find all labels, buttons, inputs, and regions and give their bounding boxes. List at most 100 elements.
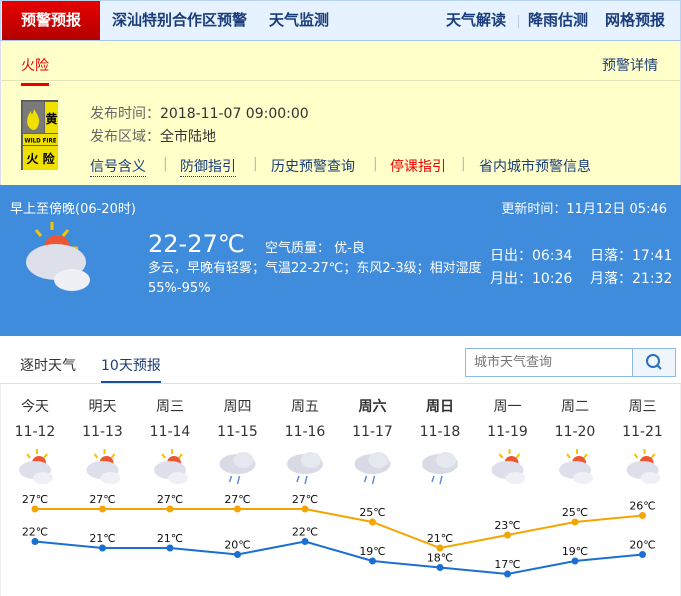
high-temp-point bbox=[369, 518, 376, 526]
weather-description: 多云，早晚有轻雾；气温22-27℃；东风2-3级；相对湿度55%-95% bbox=[148, 261, 482, 296]
moonrise: 月出：10:26 bbox=[490, 271, 573, 287]
low-temp-label: 20℃ bbox=[224, 539, 250, 552]
low-temp-point bbox=[301, 538, 309, 545]
tab-10day[interactable]: 10天预报 bbox=[101, 355, 161, 383]
day-name: 周五 bbox=[291, 399, 319, 415]
rain-cloud-icon bbox=[287, 452, 323, 485]
high-temp-point bbox=[166, 505, 174, 513]
ten-day-forecast: 27℃ 27℃ 27℃ 27℃ 27℃ 25℃ 21℃ 23℃ 25℃ 26℃ 22℃ 21℃ 21℃ 2… bbox=[0, 384, 681, 596]
nav-rain-estimate[interactable]: 降雨估测 bbox=[528, 11, 589, 29]
low-temp-label: 19℃ bbox=[359, 545, 385, 558]
rain-cloud-icon bbox=[219, 452, 256, 485]
high-temp-label: 27℃ bbox=[292, 493, 318, 506]
city-search-input[interactable] bbox=[465, 348, 633, 377]
low-temp-label: 18℃ bbox=[427, 552, 453, 565]
low-temp-point bbox=[99, 544, 106, 552]
nav-warning-forecast[interactable]: 预警预报 bbox=[2, 1, 100, 40]
low-temp-label: 22℃ bbox=[22, 526, 48, 539]
high-temp-label: 26℃ bbox=[629, 500, 655, 513]
high-temp-point bbox=[639, 512, 646, 519]
high-temp-label: 27℃ bbox=[89, 493, 115, 506]
moonset: 月落：21:32 bbox=[590, 271, 673, 287]
high-temp-line bbox=[35, 508, 643, 550]
day-date: 11-13 bbox=[82, 424, 123, 440]
svg-text:WILD FIRE: WILD FIRE bbox=[25, 138, 57, 145]
high-temp-point bbox=[504, 531, 511, 539]
nav-weather-interpret[interactable]: 天气解读 bbox=[446, 11, 507, 29]
high-temp-label: 27℃ bbox=[22, 493, 48, 506]
partly-cloudy-icon bbox=[154, 449, 188, 484]
partly-cloudy-icon bbox=[559, 449, 593, 484]
divider: | bbox=[373, 156, 378, 172]
partly-cloudy-icon bbox=[26, 222, 90, 291]
forecast-tabs: 逐时天气 10天预报 bbox=[0, 336, 681, 384]
search-icon bbox=[646, 354, 662, 370]
high-temp-point bbox=[301, 505, 309, 513]
temperature-chart: 27℃ 27℃ 27℃ 27℃ 27℃ 25℃ 21℃ 23℃ 25℃ 26℃ 22℃ 21℃ 21℃ 2… bbox=[19, 449, 661, 578]
low-temp-label: 22℃ bbox=[292, 526, 318, 539]
day-date: 11-16 bbox=[284, 424, 326, 440]
warning-panel: 火险 预警详情 bbox=[0, 41, 681, 185]
day-date: 11-19 bbox=[487, 424, 528, 440]
nav-grid-forecast[interactable]: 网格预报 bbox=[605, 11, 666, 29]
link-signal-meaning[interactable]: 信号含义 bbox=[90, 156, 146, 177]
partly-cloudy-icon bbox=[19, 449, 53, 484]
high-temp-label: 25℃ bbox=[359, 506, 385, 519]
badge-level: 黄 bbox=[45, 111, 57, 126]
low-temp-point bbox=[166, 544, 174, 552]
day-name: 周日 bbox=[426, 399, 454, 415]
tab-hourly[interactable]: 逐时天气 bbox=[20, 358, 76, 374]
day-name: 周三 bbox=[156, 399, 184, 415]
day-name: 周二 bbox=[561, 399, 589, 415]
low-temp-point bbox=[639, 551, 646, 558]
rain-cloud-icon bbox=[354, 452, 391, 485]
nav-shenshan[interactable]: 深汕特别合作区预警 bbox=[112, 11, 248, 29]
high-temp-label: 27℃ bbox=[157, 493, 183, 506]
temp-range: 22-27℃ bbox=[148, 230, 245, 258]
divider bbox=[1, 80, 680, 81]
low-temp-point bbox=[369, 557, 376, 565]
update-time: 更新时间：11月12日 05:46 bbox=[501, 202, 667, 217]
low-temp-point bbox=[31, 538, 39, 545]
sunrise: 日出：06:34 bbox=[490, 248, 573, 264]
link-school-closure[interactable]: 停课指引 bbox=[390, 159, 446, 175]
divider: | bbox=[461, 156, 466, 172]
partly-cloudy-icon bbox=[86, 449, 121, 484]
low-temp-label: 17℃ bbox=[494, 558, 520, 571]
low-temp-line bbox=[34, 540, 643, 576]
high-temp-label: 21℃ bbox=[427, 532, 453, 545]
link-history[interactable]: 历史预警查询 bbox=[271, 159, 355, 175]
high-temp-point bbox=[99, 505, 106, 513]
svg-text:火 险: 火 险 bbox=[26, 151, 55, 166]
low-temp-point bbox=[436, 564, 444, 571]
day-date: 11-14 bbox=[149, 424, 191, 440]
low-temp-point bbox=[504, 570, 511, 578]
day-name: 周六 bbox=[358, 399, 387, 415]
search-button[interactable] bbox=[632, 348, 676, 377]
publish-time-value: 2018-11-07 09:00:00 bbox=[160, 106, 309, 122]
link-defense-guide[interactable]: 防御指引 bbox=[180, 156, 236, 177]
high-temp-point bbox=[234, 505, 241, 513]
publish-area-label: 发布区域： bbox=[90, 129, 160, 145]
fire-icon: 黄 WILD FIRE 火 险 bbox=[23, 102, 58, 170]
day-date: 11-17 bbox=[352, 424, 393, 440]
tab-fire-risk[interactable]: 火险 bbox=[21, 55, 49, 86]
nav-weather-monitor[interactable]: 天气监测 bbox=[269, 11, 330, 29]
high-temp-label: 27℃ bbox=[224, 493, 250, 506]
period: 早上至傍晚(06-20时) bbox=[10, 202, 136, 217]
warning-details-link[interactable]: 预警详情 bbox=[602, 58, 658, 74]
high-temp-point bbox=[571, 518, 579, 526]
partly-cloudy-icon bbox=[491, 449, 526, 484]
day-name: 今天 bbox=[21, 399, 49, 415]
low-temp-point bbox=[571, 557, 579, 565]
link-province-warnings[interactable]: 省内城市预警信息 bbox=[479, 159, 591, 175]
day-name: 周一 bbox=[493, 399, 522, 415]
day-date: 11-21 bbox=[622, 424, 663, 440]
top-nav: 预警预报 深汕特别合作区预警 天气监测 天气解读 降雨估测 网格预报 bbox=[0, 0, 681, 41]
day-date: 11-18 bbox=[419, 424, 461, 440]
divider bbox=[518, 15, 519, 28]
air-quality: 空气质量： 优-良 bbox=[265, 241, 365, 256]
day-name: 明天 bbox=[88, 399, 117, 415]
low-temp-label: 19℃ bbox=[562, 545, 588, 558]
divider: | bbox=[253, 156, 258, 172]
